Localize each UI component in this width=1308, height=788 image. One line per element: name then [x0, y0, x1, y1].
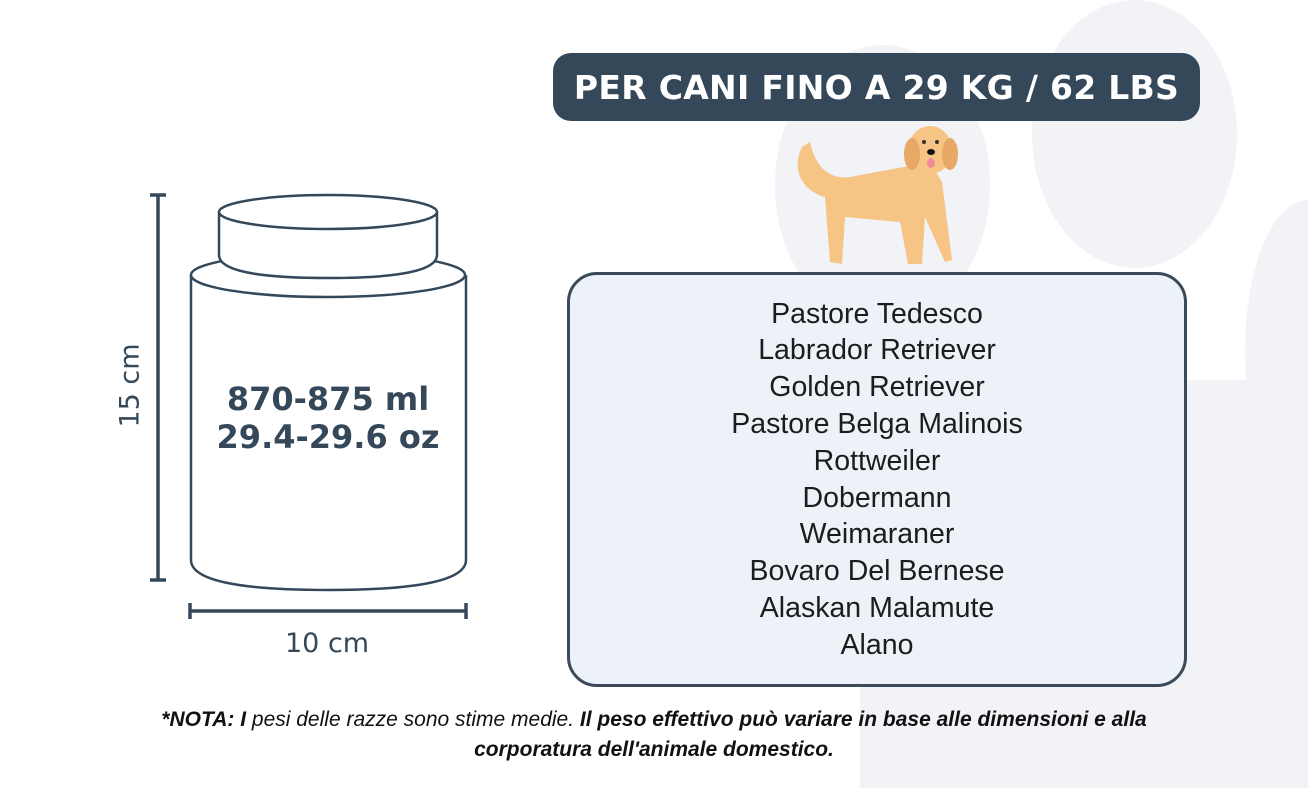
dog-illustration — [797, 126, 958, 264]
width-label: 10 cm — [285, 628, 370, 659]
disclaimer-note: *NOTA: I pesi delle razze sono stime med… — [150, 705, 1158, 765]
note-text: pesi delle razze sono stime medie. — [246, 708, 575, 731]
breed-item: Alaskan Malamute — [759, 591, 995, 624]
height-label: 15 cm — [114, 343, 146, 428]
jar-illustration — [150, 193, 468, 619]
breed-item: Pastore Tedesco — [771, 297, 983, 330]
breed-item: Rottweiler — [813, 444, 941, 477]
volume-oz: 29.4-29.6 oz — [216, 418, 440, 456]
breed-list: Pastore Tedesco Labrador Retriever Golde… — [567, 272, 1187, 687]
note-emphasis: Il peso effettivo può variare in base al… — [474, 708, 1147, 761]
breed-item: Alano — [840, 628, 914, 661]
volume-ml: 870-875 ml — [226, 380, 430, 418]
note-prefix: *NOTA: I — [161, 708, 247, 731]
breed-item: Bovaro Del Bernese — [749, 555, 1005, 588]
paw-print-bg — [1032, 0, 1237, 268]
breed-item: Golden Retriever — [769, 371, 985, 404]
breed-item: Weimaraner — [799, 518, 955, 551]
breed-item: Dobermann — [802, 481, 952, 514]
weight-header: PER CANI FINO A 29 KG / 62 LBS — [553, 53, 1200, 121]
breed-item: Labrador Retriever — [758, 334, 996, 367]
jar-capacity: 870-875 ml 29.4-29.6 oz — [190, 380, 466, 456]
breed-item: Pastore Belga Malinois — [731, 407, 1023, 440]
